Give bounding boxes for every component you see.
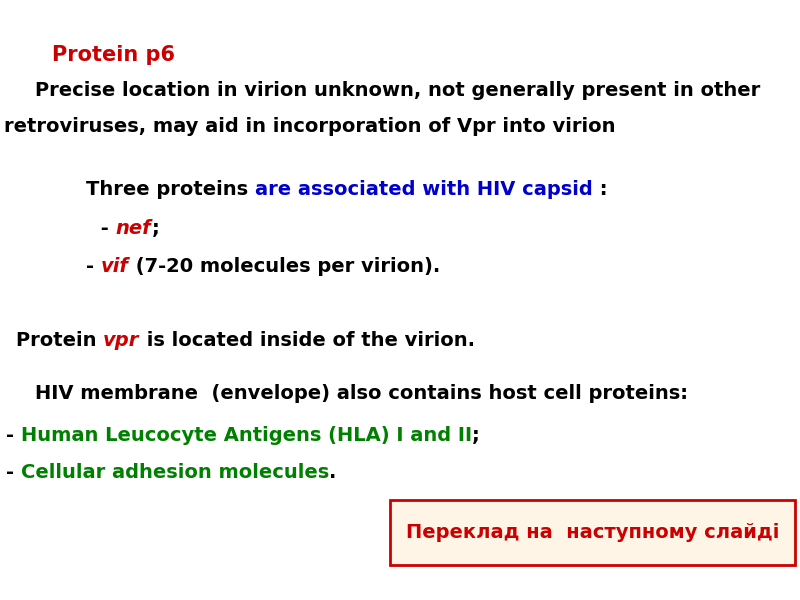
Text: -: - (86, 257, 101, 276)
Text: are associated with HIV capsid: are associated with HIV capsid (255, 180, 593, 199)
Text: Cellular adhesion molecules: Cellular adhesion molecules (21, 463, 330, 482)
Text: Human Leucocyte Antigens (HLA) I and II: Human Leucocyte Antigens (HLA) I and II (21, 426, 472, 445)
Text: HIV membrane  (envelope) also contains host cell proteins:: HIV membrane (envelope) also contains ho… (8, 384, 688, 403)
Text: ;: ; (472, 426, 480, 445)
Text: -: - (94, 219, 116, 238)
Text: nef: nef (116, 219, 151, 238)
Text: :: : (593, 180, 607, 199)
Text: .: . (330, 463, 337, 482)
Text: retroviruses, may aid in incorporation of Vpr into virion: retroviruses, may aid in incorporation o… (4, 117, 615, 136)
Text: Precise location in virion unknown, not generally present in other: Precise location in virion unknown, not … (8, 81, 760, 100)
Text: Protein: Protein (16, 331, 103, 350)
Text: ;: ; (151, 219, 159, 238)
Text: vif: vif (101, 257, 129, 276)
Text: (7-20 molecules per virion).: (7-20 molecules per virion). (129, 257, 440, 276)
Text: Protein p6: Protein p6 (52, 45, 175, 65)
Text: Переклад на  наступному слайді: Переклад на наступному слайді (406, 523, 779, 542)
Text: -: - (6, 426, 21, 445)
Text: Three proteins: Three proteins (86, 180, 255, 199)
Text: is located inside of the virion.: is located inside of the virion. (140, 331, 474, 350)
Text: -: - (6, 463, 21, 482)
Text: vpr: vpr (103, 331, 140, 350)
